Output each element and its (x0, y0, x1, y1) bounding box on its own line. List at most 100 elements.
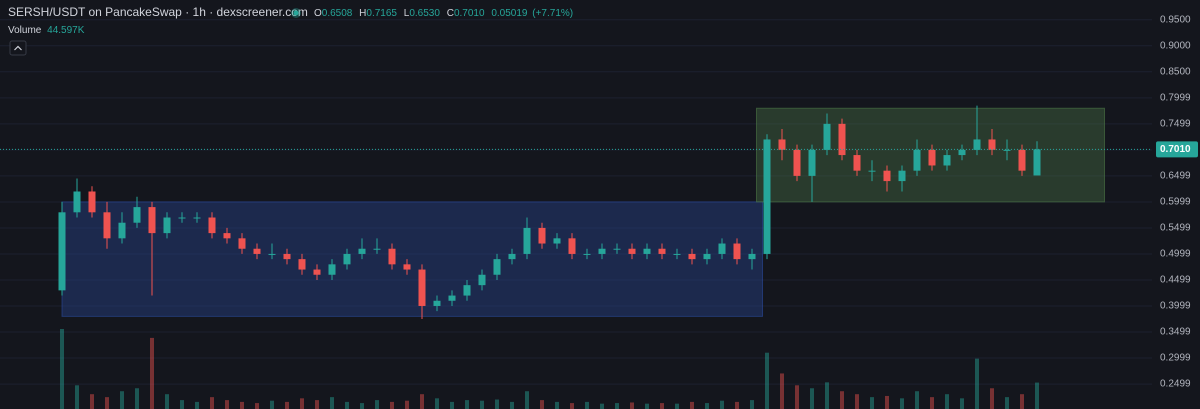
volume-bar (615, 403, 619, 409)
y-tick-label: 0.3499 (1160, 327, 1191, 338)
candle-body (943, 155, 951, 166)
volume-bar (705, 403, 709, 409)
y-tick-label: 0.4499 (1160, 275, 1191, 286)
candle-body (748, 253, 756, 260)
candle-body (463, 285, 471, 296)
y-tick-label: 0.9500 (1160, 14, 1191, 25)
candle-body (478, 274, 486, 286)
candle-body (988, 139, 996, 150)
candle-body (913, 149, 921, 171)
candle-body (928, 149, 936, 166)
volume-bar (210, 397, 214, 409)
volume-bar (765, 352, 769, 409)
button-frame[interactable] (9, 40, 27, 56)
candle-body (178, 217, 186, 219)
y-tick-label: 0.8500 (1160, 66, 1191, 77)
candle-body (553, 238, 561, 244)
candle-body (403, 264, 411, 270)
ohlc: O0.6508 H0.7165 L0.6530 C0.7010 0.05019 … (314, 8, 573, 19)
volume-bar (630, 402, 634, 409)
candle-body (1003, 149, 1011, 151)
candle-body (163, 217, 171, 234)
volume-bar (735, 401, 739, 409)
last-price-tag (1156, 141, 1198, 158)
y-tick-label: 0.7999 (1160, 93, 1191, 104)
volume-bar (225, 400, 229, 409)
collapse-button[interactable] (9, 40, 27, 56)
y-tick-label: 0.2499 (1160, 379, 1191, 390)
volume-bar (660, 403, 664, 409)
candle-body (568, 238, 576, 254)
y-tick-label: 0.5999 (1160, 197, 1191, 208)
y-tick-label: 0.7499 (1160, 119, 1191, 130)
candle-body (493, 259, 501, 275)
volume-bar (750, 400, 754, 409)
volume-bar (525, 391, 529, 409)
volume-bar (240, 401, 244, 409)
chevron-icon (14, 45, 22, 51)
y-tick-label: 0.4999 (1160, 249, 1191, 260)
candle-body (778, 139, 786, 150)
y-tick-label: 0.2999 (1160, 353, 1191, 364)
candle-body (208, 217, 216, 234)
volume-bar (135, 388, 139, 409)
price-zone (61, 201, 763, 317)
candle-body (868, 170, 876, 172)
candle-body (658, 248, 666, 254)
y-tick-label: 0.5499 (1160, 223, 1191, 234)
volume-bar (945, 394, 949, 409)
volume-bar (465, 400, 469, 409)
volume-bar (600, 403, 604, 409)
candle-body (673, 253, 681, 255)
volume-bar (285, 401, 289, 409)
candle-body (253, 248, 261, 254)
candle-body (118, 222, 126, 239)
change: 0.05019 (491, 8, 528, 19)
volume-bar (120, 391, 124, 409)
volume-bar (405, 400, 409, 409)
last-price-label: 0.7010 (1160, 144, 1191, 155)
volume-label: Volume (8, 25, 42, 36)
candle-body (898, 170, 906, 182)
volume-bar (570, 403, 574, 409)
candle-body (418, 269, 426, 306)
candle-body (853, 155, 861, 171)
volume-bar (840, 391, 844, 409)
candle-body (238, 238, 246, 249)
volume-bar (105, 397, 109, 409)
volume-bar (375, 400, 379, 409)
volume-bar (255, 403, 259, 409)
volume-bar (90, 394, 94, 409)
volume-legend: Volume 44.597K (8, 25, 85, 36)
volume-bar (780, 373, 784, 409)
ohlc-key: O (314, 8, 322, 19)
candle-body (193, 217, 201, 219)
volume-bar (60, 329, 64, 409)
volume-bar (510, 401, 514, 409)
volume-value: 44.597K (47, 25, 85, 36)
volume-bar (165, 394, 169, 409)
candle-body (973, 139, 981, 150)
candle-body (688, 253, 696, 260)
candle-body (1033, 149, 1041, 176)
volume-bar (675, 403, 679, 409)
candle-body (103, 212, 111, 239)
volume-bar (930, 397, 934, 409)
change-pct: (+7.71%) (532, 8, 573, 19)
volume-bar (420, 394, 424, 409)
price-axis-bg (1152, 0, 1200, 409)
volume-bar (315, 400, 319, 409)
ohlc-key: C (447, 8, 454, 19)
ohlc-key: H (359, 8, 366, 19)
candle-body (358, 248, 366, 254)
volume-bar (150, 337, 154, 409)
volume-bar (195, 401, 199, 409)
volume-bar (645, 403, 649, 409)
ohlc-value: 0.6508 (322, 8, 353, 19)
candle-body (958, 149, 966, 156)
volume-bar (810, 388, 814, 409)
candle-body (808, 149, 816, 176)
candle-body (823, 123, 831, 150)
candle-body (523, 227, 531, 254)
candle-body (343, 253, 351, 265)
